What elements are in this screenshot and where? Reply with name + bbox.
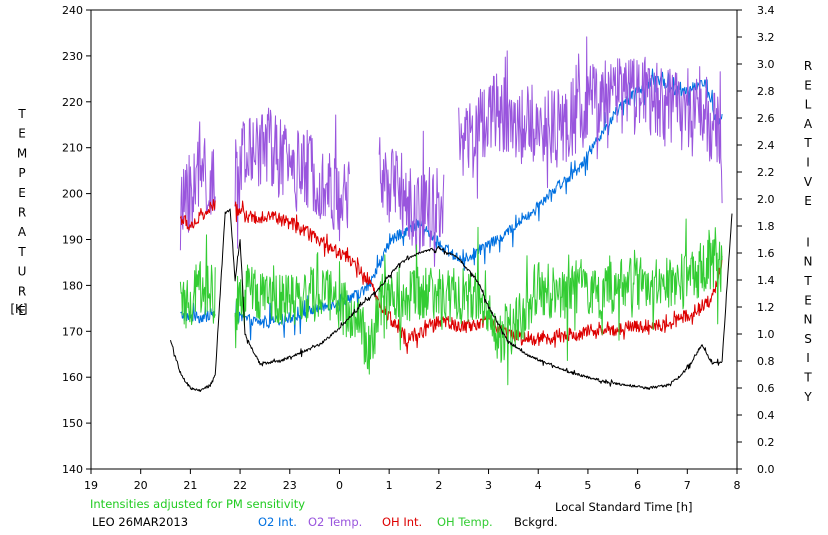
y-left-tick-label: 240 — [62, 4, 83, 17]
legend-bckgrd: Bckgrd. — [514, 515, 558, 529]
y-right-label-char: R — [804, 59, 812, 73]
y-left-label-char: R — [18, 206, 26, 220]
y-right-label-char: Y — [803, 390, 812, 404]
y-left-label-char: A — [18, 225, 27, 239]
y-right-tick-label: 0.4 — [757, 409, 775, 422]
axes: 19 20 21 22 23 0 1 2 3 4 5 6 7 8140150160170180190200… — [62, 4, 775, 492]
y-right-tick-label: 3.0 — [757, 58, 775, 71]
x-tick-label: 21 — [183, 479, 197, 492]
y-left-unit: [K] — [10, 302, 27, 316]
y-left-tick-label: 200 — [62, 188, 83, 201]
x-tick-label: 0 — [336, 479, 343, 492]
y-right-tick-label: 0.6 — [757, 382, 775, 395]
y-left-tick-label: 220 — [62, 96, 83, 109]
y-right-label-char: T — [803, 136, 812, 150]
legend-o2-temp: O2 Temp. — [308, 515, 363, 529]
y-right-label-char: S — [804, 332, 812, 346]
y-right-tick-label: 2.2 — [757, 166, 775, 179]
y-right-label-char: L — [805, 98, 812, 112]
x-tick-label: 4 — [535, 479, 542, 492]
y-left-tick-label: 230 — [62, 50, 83, 63]
y-right-label-char: A — [804, 117, 813, 131]
y-right-tick-label: 1.0 — [757, 328, 775, 341]
y-left-tick-label: 210 — [62, 142, 83, 155]
y-right-tick-label: 2.4 — [757, 139, 775, 152]
y-right-tick-label: 1.2 — [757, 301, 775, 314]
y-right-tick-label: 0.2 — [757, 436, 775, 449]
y-right-label-char: V — [804, 175, 813, 189]
y-left-tick-label: 140 — [62, 463, 83, 476]
y-right-label-char: T — [803, 371, 812, 385]
y-left-label-char: T — [17, 245, 26, 259]
series-line-oh-int — [179, 199, 723, 354]
x-tick-label: 5 — [584, 479, 591, 492]
station-date: LEO 26MAR2013 — [92, 515, 189, 529]
y-right-label-char: T — [803, 274, 812, 288]
y-right-label-char: E — [804, 78, 812, 92]
x-tick-label: 8 — [734, 479, 741, 492]
x-tick-label: 6 — [634, 479, 641, 492]
x-tick-label: 3 — [485, 479, 492, 492]
y-left-label-char: P — [18, 166, 25, 180]
x-tick-label: 23 — [283, 479, 297, 492]
y-left-label-char: E — [18, 127, 26, 141]
x-tick-label: 19 — [84, 479, 98, 492]
y-right-tick-label: 0.8 — [757, 355, 775, 368]
y-right-tick-label: 2.8 — [757, 85, 775, 98]
y-right-label-char: E — [804, 293, 812, 307]
y-right-label-char: I — [806, 235, 810, 249]
x-tick-label: 2 — [435, 479, 442, 492]
y-left-label-char: M — [17, 146, 27, 160]
x-tick-label: 7 — [684, 479, 691, 492]
y-right-tick-label: 2.0 — [757, 193, 775, 206]
y-right-tick-label: 3.2 — [757, 31, 775, 44]
y-left-label-char: U — [18, 265, 27, 279]
y-right-tick-label: 1.6 — [757, 247, 775, 260]
y-left-label-char: R — [18, 284, 26, 298]
y-right-tick-label: 2.6 — [757, 112, 775, 125]
legend-oh-temp: OH Temp. — [437, 515, 493, 529]
y-right-tick-label: 1.4 — [757, 274, 775, 287]
legend-o2-int: O2 Int. — [258, 515, 297, 529]
y-right-label-char: I — [806, 156, 810, 170]
x-tick-label: 1 — [386, 479, 393, 492]
y-right-label-char: N — [804, 313, 813, 327]
y-right-label-char: I — [806, 351, 810, 365]
x-axis-label: Local Standard Time [h] — [555, 500, 693, 514]
y-left-tick-label: 190 — [62, 234, 83, 247]
y-right-tick-label: 1.8 — [757, 220, 775, 233]
y-left-tick-label: 150 — [62, 417, 83, 430]
series-line-o2-temp — [179, 36, 723, 267]
legend-oh-int: OH Int. — [382, 515, 423, 529]
y-left-tick-label: 180 — [62, 279, 83, 292]
y-left-label-char: E — [18, 304, 26, 318]
series-lines — [170, 36, 733, 392]
plot-frame — [90, 9, 738, 470]
note-text: Intensities adjusted for PM sensitivity — [90, 497, 306, 511]
y-right-tick-label: 3.4 — [757, 4, 775, 17]
y-left-label-char: T — [17, 107, 26, 121]
x-tick-label: 20 — [134, 479, 148, 492]
y-left-label-char: E — [18, 186, 26, 200]
x-tick-label: 22 — [233, 479, 247, 492]
y-right-tick-label: 0.0 — [757, 463, 775, 476]
y-right-label-char: N — [804, 255, 813, 269]
series-line-oh-temp — [179, 218, 723, 386]
y-right-label-char: E — [804, 194, 812, 208]
series-line-bckgrd — [170, 208, 733, 392]
y-left-tick-label: 160 — [62, 371, 83, 384]
y-left-tick-label: 170 — [62, 325, 83, 338]
